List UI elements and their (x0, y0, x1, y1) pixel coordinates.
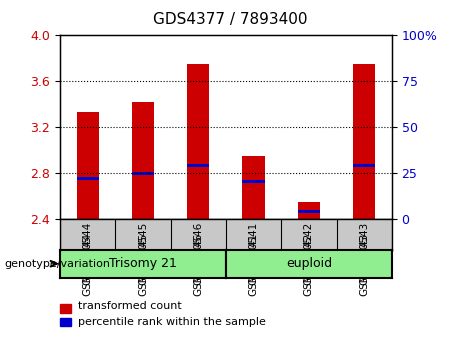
Text: GSM870545: GSM870545 (138, 233, 148, 296)
Text: GSM870543: GSM870543 (359, 222, 369, 285)
Bar (77, 113, 99, 219)
Text: GSM870541: GSM870541 (248, 233, 259, 296)
Bar (187, 164, 209, 167)
Text: GSM870545: GSM870545 (138, 222, 148, 285)
Text: GSM870546: GSM870546 (193, 222, 203, 285)
Text: GSM870542: GSM870542 (304, 233, 314, 296)
Bar (187, 64, 209, 219)
Bar (298, 202, 320, 219)
Text: Trisomy 21: Trisomy 21 (109, 257, 177, 270)
Bar (132, 172, 154, 175)
Bar (60, 318, 71, 326)
Bar (77, 177, 99, 180)
Bar (60, 304, 71, 313)
Text: GSM870544: GSM870544 (83, 233, 93, 296)
Bar (132, 102, 154, 219)
Bar (353, 64, 375, 219)
Text: GSM870546: GSM870546 (193, 233, 203, 296)
Text: transformed count: transformed count (78, 301, 182, 311)
Text: GSM870544: GSM870544 (83, 222, 93, 285)
Text: GDS4377 / 7893400: GDS4377 / 7893400 (153, 12, 308, 27)
Text: genotype/variation: genotype/variation (5, 259, 111, 269)
Bar (242, 180, 265, 183)
Text: GSM870542: GSM870542 (304, 222, 314, 285)
Text: euploid: euploid (286, 257, 332, 270)
Bar (242, 156, 265, 219)
Text: percentile rank within the sample: percentile rank within the sample (78, 317, 266, 327)
Text: GSM870543: GSM870543 (359, 233, 369, 296)
Bar (353, 164, 375, 167)
Bar (298, 210, 320, 212)
Text: GSM870541: GSM870541 (248, 222, 259, 285)
